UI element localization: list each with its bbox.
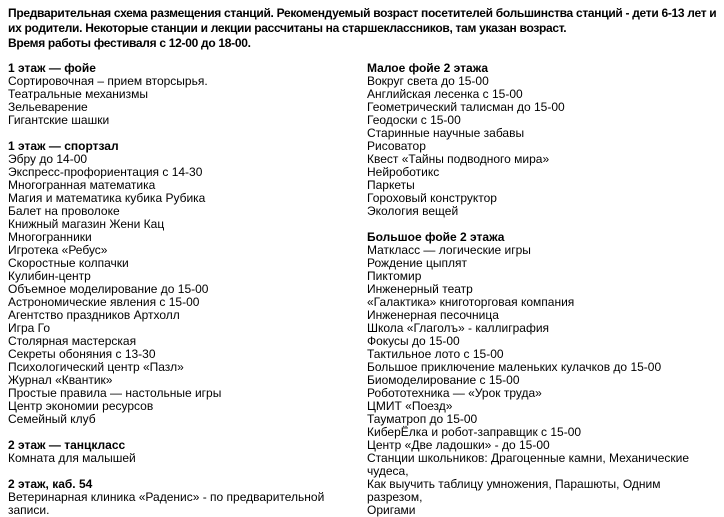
station-item: Вокруг света до 15-00	[367, 74, 489, 88]
station-item: Скоростные колпачки	[8, 256, 129, 270]
station-item: Зельеварение	[8, 100, 88, 114]
section-floor1-gym: 1 этаж — спортзал Эбру до 14-00 Экспресс-…	[8, 140, 367, 426]
section-list: Сортировочная – прием вторсырья. Театраль…	[8, 75, 367, 127]
station-item: ЦМИТ «Поезд»	[367, 399, 453, 413]
station-item: Оригами	[367, 503, 416, 517]
station-item: КиберЁлка и робот-заправщик с 15-00	[367, 425, 582, 439]
station-item: Квест «Тайны подводного мира»	[367, 152, 550, 166]
section-floor2-danceclass: 2 этаж — танцкласс Комната для малышей	[8, 439, 367, 465]
station-item: Гороховый конструктор	[367, 191, 497, 205]
station-item: Секреты обоняния с 13-30	[8, 347, 156, 361]
station-item: Психологический центр «Пазл»	[8, 360, 184, 374]
station-item: Большое приключение маленьких кулачков д…	[367, 360, 662, 374]
station-item: Пиктомир	[367, 269, 422, 283]
section-list: Маткласс — логические игры Рождение цыпля…	[367, 244, 716, 517]
header-line: Предварительная схема размещения станций…	[8, 6, 717, 20]
station-item: Инженерная песочница	[367, 308, 499, 322]
section-title: 2 этаж, каб. 54	[8, 477, 93, 491]
station-item: Кулибин-центр	[8, 269, 91, 283]
left-column: 1 этаж — фойе Сортировочная – прием втор…	[8, 62, 367, 517]
section-big-foyer-floor2: Большое фойе 2 этажа Маткласс — логическ…	[367, 231, 716, 517]
section-title: Малое фойе 2 этажа	[367, 61, 489, 75]
section-title: 2 этаж — танцкласс	[8, 438, 126, 452]
station-item: Простые правила — настольные игры	[8, 386, 222, 400]
station-item: Старинные научные забавы	[367, 126, 525, 140]
section-list: Комната для малышей	[8, 452, 367, 465]
station-item: Эбру до 14-00	[8, 152, 88, 166]
station-item: Биомоделирование с 15-00	[367, 373, 520, 387]
station-item: Геодоски с 15-00	[367, 113, 461, 127]
columns-container: 1 этаж — фойе Сортировочная – прием втор…	[8, 62, 716, 517]
station-item: Объемное моделирование до 15-00	[8, 282, 209, 296]
station-item: Гигантские шашки	[8, 113, 110, 127]
section-list: Вокруг света до 15-00 Английская лесенка …	[367, 75, 716, 218]
station-item: Маткласс — логические игры	[367, 243, 531, 257]
station-item: Центр «Две ладошки» - до 15-00	[367, 438, 550, 452]
station-item: Станции школьников: Драгоценные камни, М…	[367, 451, 690, 478]
station-item: Игротека «Ребус»	[8, 243, 108, 257]
station-item: Экология вещей	[367, 204, 459, 218]
station-item: Робототехника — «Урок труда»	[367, 386, 542, 400]
header-paragraph: Предварительная схема размещения станций…	[8, 6, 717, 51]
section-small-foyer-floor2: Малое фойе 2 этажа Вокруг света до 15-00…	[367, 62, 716, 218]
station-item: Паркеты	[367, 178, 415, 192]
section-list: Эбру до 14-00 Экспресс-профориентация с 1…	[8, 153, 367, 426]
station-item: Журнал «Квантик»	[8, 373, 113, 387]
station-item: Школа «Глаголъ» - каллиграфия	[367, 321, 550, 335]
station-item: Нейроботикс	[367, 165, 440, 179]
right-column: Малое фойе 2 этажа Вокруг света до 15-00…	[367, 62, 716, 517]
station-item: Ветеринарная клиника «Раденис» - по пред…	[8, 490, 325, 517]
station-item: Сортировочная – прием вторсырья.	[8, 74, 208, 88]
station-item: Рисоватор	[367, 139, 426, 153]
station-item: Как выучить таблицу умножения, Парашюты,…	[367, 477, 661, 504]
section-title: Большое фойе 2 этажа	[367, 230, 505, 244]
station-item: Астрономические явления с 15-00	[8, 295, 200, 309]
section-title: 1 этаж — спортзал	[8, 139, 119, 153]
section-floor2-room54: 2 этаж, каб. 54 Ветеринарная клиника «Ра…	[8, 478, 367, 517]
station-item: Фокусы до 15-00	[367, 334, 460, 348]
station-item: Центр экономии ресурсов	[8, 399, 154, 413]
station-item: Многогранники	[8, 230, 92, 244]
station-item: Агентство праздников Артхолл	[8, 308, 180, 322]
section-title: 1 этаж — фойе	[8, 61, 96, 75]
station-item: Магия и математика кубика Рубика	[8, 191, 206, 205]
station-item: Театральные механизмы	[8, 87, 149, 101]
station-item: Комната для малышей	[8, 451, 136, 465]
station-item: Столярная мастерская	[8, 334, 137, 348]
section-list: Ветеринарная клиника «Раденис» - по пред…	[8, 491, 367, 517]
station-item: Книжный магазин Жени Кац	[8, 217, 165, 231]
station-item: Тауматроп до 15-00	[367, 412, 478, 426]
station-item: Инженерный театр	[367, 282, 473, 296]
section-floor1-foyer: 1 этаж — фойе Сортировочная – прием втор…	[8, 62, 367, 127]
station-item: Семейный клуб	[8, 412, 96, 426]
header-line: Время работы фестиваля с 12-00 до 18-00.	[8, 36, 251, 50]
header-line: их родители. Некоторые станции и лекции …	[8, 21, 567, 35]
station-item: Экспресс-профориентация с 14-30	[8, 165, 203, 179]
station-item: «Галактика» книготорговая компания	[367, 295, 575, 309]
station-item: Английская лесенка с 15-00	[367, 87, 523, 101]
station-item: Балет на проволоке	[8, 204, 120, 218]
station-item: Геометрический талисман до 15-00	[367, 100, 565, 114]
station-item: Игра Го	[8, 321, 51, 335]
station-item: Многогранная математика	[8, 178, 156, 192]
station-item: Тактильное лото с 15-00	[367, 347, 504, 361]
station-item: Рождение цыплят	[367, 256, 468, 270]
